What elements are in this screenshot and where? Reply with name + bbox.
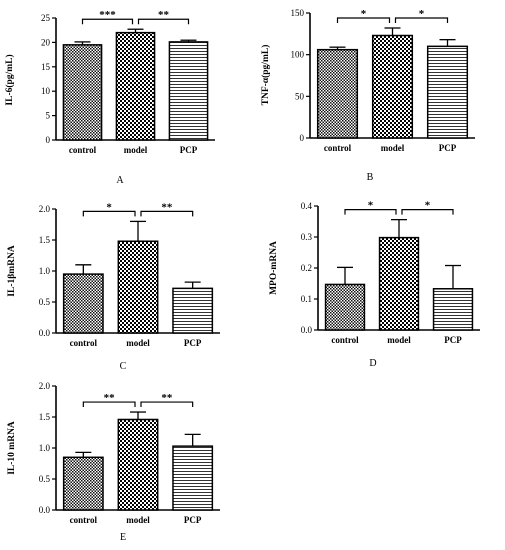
x-tick-label: PCP	[184, 338, 202, 348]
x-tick-label: control	[331, 335, 359, 345]
significance-label: **	[104, 392, 116, 404]
panel-letter: B	[367, 172, 374, 183]
bar-pcp	[172, 287, 214, 334]
bar-pcp	[426, 45, 469, 139]
panel-b: 0 50 100 150 TNF-α(pg/mL) control model PCP * * B	[260, 8, 475, 183]
panel-letter: A	[116, 175, 124, 186]
significance-label: **	[161, 392, 173, 404]
bar-pcp	[172, 445, 214, 511]
significance-bracket	[394, 17, 449, 23]
bar-control	[316, 48, 359, 139]
x-tick-label: model	[126, 515, 150, 525]
x-tick-label: control	[70, 515, 98, 525]
bar-pcp	[168, 41, 209, 141]
significance-label: **	[158, 9, 170, 21]
y-axis-label: TNF-α(pg/mL)	[260, 45, 271, 106]
y-tick-label: 20	[41, 37, 51, 47]
y-tick-label: 2.0	[39, 381, 51, 391]
y-tick-label: 1.5	[39, 235, 51, 245]
y-tick-label: 0	[46, 135, 51, 145]
x-tick-label: PCP	[184, 515, 202, 525]
bar-model	[115, 31, 156, 141]
significance-bracket	[140, 401, 194, 408]
bar-pcp	[432, 288, 474, 331]
panel-letter: C	[120, 361, 127, 372]
x-tick-label: PCP	[180, 145, 198, 155]
y-tick-label: 50	[295, 91, 305, 101]
significance-label: ***	[99, 9, 116, 21]
y-tick-label: 15	[41, 62, 51, 72]
y-axis-label: MPO-mRNA	[269, 241, 279, 295]
significance-bracket	[140, 210, 194, 217]
significance-label: *	[106, 201, 112, 213]
panel-d: 0.0 0.1 0.2 0.3 0.4 MPO-mRNA control model PCP * *…	[269, 200, 480, 369]
significance-bracket	[137, 18, 190, 25]
significance-bracket	[82, 210, 136, 217]
y-tick-label: 0.1	[301, 294, 312, 304]
x-tick-label: model	[126, 338, 150, 348]
y-tick-label: 25	[41, 13, 51, 23]
y-tick-label: 100	[291, 50, 305, 60]
significance-label: *	[368, 200, 374, 212]
significance-bracket	[81, 18, 134, 25]
x-tick-label: model	[381, 143, 405, 153]
bar-control	[62, 273, 104, 334]
y-tick-label: 0.2	[301, 263, 312, 273]
y-tick-label: 0.5	[39, 474, 51, 484]
significance-bracket	[82, 401, 136, 408]
panel-letter: E	[120, 532, 126, 543]
y-tick-label: 2.0	[39, 204, 51, 214]
bar-model	[117, 240, 159, 334]
bar-model	[378, 236, 420, 331]
y-tick-label: 1.5	[39, 412, 51, 422]
y-tick-label: 1.0	[39, 443, 51, 453]
y-tick-label: 1.0	[39, 266, 51, 276]
panel-letter: D	[369, 358, 376, 369]
significance-label: **	[161, 201, 173, 213]
panel-c: 0.0 0.5 1.0 1.5 2.0 IL-1βmRNA control model PCP *…	[7, 201, 220, 372]
y-tick-label: 0.0	[301, 325, 313, 335]
x-tick-label: model	[124, 145, 148, 155]
bar-control	[62, 456, 104, 511]
bar-control	[62, 44, 103, 141]
significance-bracket	[401, 209, 454, 215]
y-axis-label: IL-1βmRNA	[7, 245, 17, 297]
x-tick-label: control	[70, 338, 98, 348]
x-tick-label: PCP	[439, 143, 457, 153]
y-axis-label: IL-10 mRNA	[7, 421, 17, 475]
bar-model	[371, 34, 414, 139]
significance-label: *	[425, 200, 431, 212]
y-tick-label: 0.5	[39, 297, 51, 307]
y-tick-label: 0.3	[301, 232, 313, 242]
bar-model	[117, 418, 159, 511]
significance-bracket	[344, 209, 397, 215]
x-tick-label: control	[69, 145, 97, 155]
x-tick-label: PCP	[444, 335, 462, 345]
significance-label: *	[419, 8, 425, 20]
y-tick-label: 5	[46, 111, 51, 121]
y-tick-label: 150	[291, 8, 305, 18]
y-tick-label: 0.0	[39, 328, 51, 338]
bar-control	[324, 283, 366, 331]
significance-label: *	[361, 8, 367, 20]
panel-e: 0.0 0.5 1.0 1.5 2.0 IL-10 mRNA control model PCP…	[7, 381, 220, 543]
y-tick-label: 0.4	[301, 201, 313, 211]
x-tick-label: control	[324, 143, 352, 153]
significance-bracket	[336, 17, 391, 23]
y-tick-label: 0	[300, 133, 305, 143]
x-tick-label: model	[387, 335, 411, 345]
y-axis-label: IL-6(pg/mL)	[4, 54, 15, 105]
y-tick-label: 0.0	[39, 505, 51, 515]
y-tick-label: 10	[41, 86, 51, 96]
